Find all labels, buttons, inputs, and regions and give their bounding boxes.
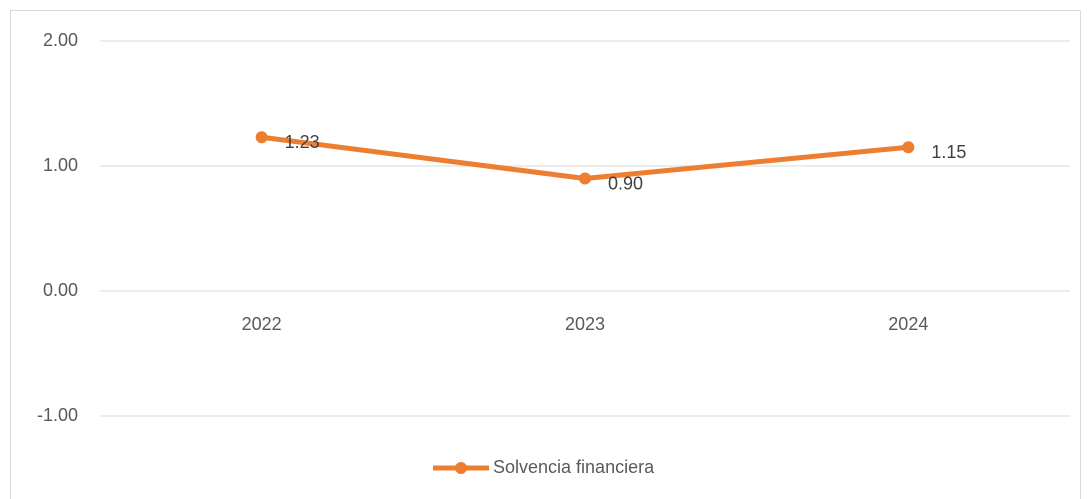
data-label: 1.23 (285, 132, 320, 152)
data-label: 1.15 (931, 142, 966, 162)
legend-label: Solvencia financiera (493, 457, 655, 477)
x-tick-label: 2022 (242, 314, 282, 334)
chart-frame (10, 10, 1081, 499)
marker (255, 131, 268, 144)
x-tick-label: 2023 (565, 314, 605, 334)
marker (902, 141, 915, 154)
y-tick-label: 2.00 (43, 30, 78, 50)
y-tick-label: 1.00 (43, 155, 78, 175)
data-label: 0.90 (608, 173, 643, 193)
x-tick-label: 2024 (888, 314, 928, 334)
y-tick-label: 0.00 (43, 280, 78, 300)
marker (579, 172, 591, 185)
y-tick-label: -1.00 (37, 405, 78, 425)
legend-marker (455, 462, 467, 474)
